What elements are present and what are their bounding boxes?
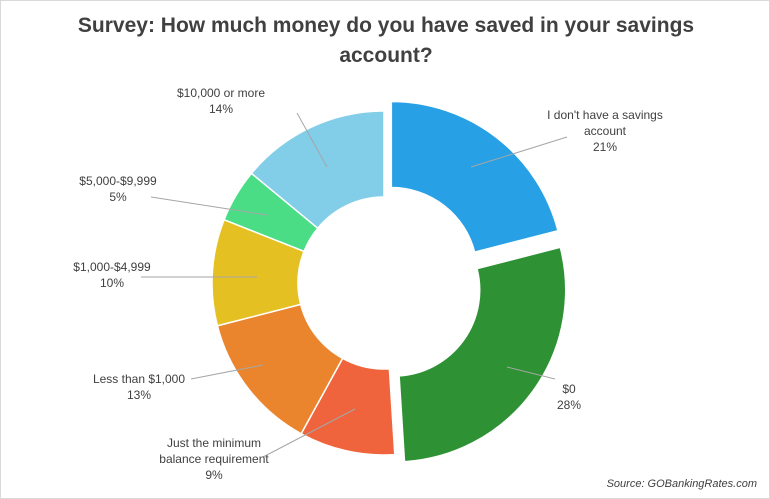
leader-line-2	[262, 408, 356, 458]
slice-label-3: Less than $1,000 13%	[93, 372, 185, 402]
slice-label-4: $1,000-$4,999 10%	[73, 260, 151, 290]
leader-line-3	[190, 364, 264, 380]
slice-0	[390, 100, 559, 254]
leader-lines	[141, 112, 568, 458]
slice-labels: I don't have a savings account 21% $0 28% Jus…	[73, 86, 663, 482]
leader-line-5	[150, 196, 268, 216]
slice-6	[250, 110, 385, 230]
leader-line-1	[506, 366, 556, 380]
slice-1	[398, 246, 567, 463]
slice-label-1: $0 28%	[557, 382, 581, 412]
source-note: Source: GOBankingRates.com	[606, 478, 757, 490]
slice-label-6: $10,000 or more 14%	[177, 86, 265, 116]
leader-line-6	[296, 112, 328, 168]
chart-title: Survey: How much money do you have saved…	[77, 14, 695, 67]
slice-label-0: I don't have a savings account 21%	[547, 108, 663, 154]
leader-line-0	[470, 136, 568, 168]
slice-label-5: $5,000-$9,999 5%	[79, 174, 157, 204]
donut-slices	[211, 100, 567, 463]
slice-label-2: Just the minimum balance requirement 9%	[159, 436, 269, 482]
